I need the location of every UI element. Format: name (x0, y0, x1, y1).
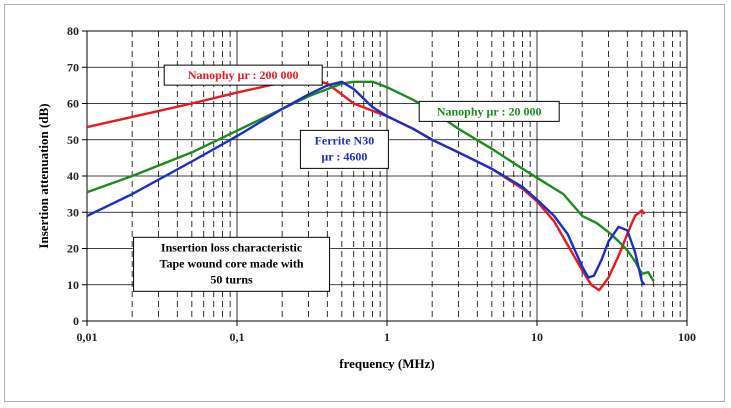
y-tick-label: 80 (67, 24, 79, 38)
y-tick-label: 60 (67, 97, 79, 111)
series-line-ferrite-n30 (86, 80, 646, 286)
x-tick-label: 10 (531, 330, 543, 344)
y-tick-label: 10 (67, 278, 79, 292)
annotation-text: Insertion loss characteristic (161, 240, 303, 254)
annotation-text: µr : 4600 (321, 149, 367, 163)
x-tick-label: 0,1 (230, 330, 245, 344)
x-tick-label: 0,01 (77, 330, 98, 344)
y-tick-label: 0 (73, 314, 79, 328)
annotation-text: Nanophy µr : 20 000 (437, 104, 542, 118)
annotation-insertion-loss-note (133, 236, 331, 292)
annotation-nanophy-20000 (418, 100, 560, 122)
y-tick-label: 20 (67, 242, 79, 256)
annotation-text: 50 turns (210, 272, 253, 286)
y-tick-label: 50 (67, 133, 79, 147)
annotation-nanophy-200000 (163, 64, 323, 86)
x-axis-title: frequency (MHz) (339, 356, 434, 371)
y-tick-label: 30 (67, 205, 79, 219)
y-tick-label: 70 (67, 60, 79, 74)
y-axis-title: Insertion attenuation (dB) (36, 103, 51, 248)
annotation-text: Nanophy µr : 200 000 (188, 68, 299, 82)
annotation-text: Ferrite N30 (315, 133, 375, 147)
annotation-text: Tape wound core made with (160, 256, 304, 270)
x-tick-label: 1 (384, 330, 390, 344)
y-tick-label: 40 (67, 169, 79, 183)
annotation-ferrite-n30 (299, 129, 389, 169)
x-tick-label: 100 (678, 330, 696, 344)
